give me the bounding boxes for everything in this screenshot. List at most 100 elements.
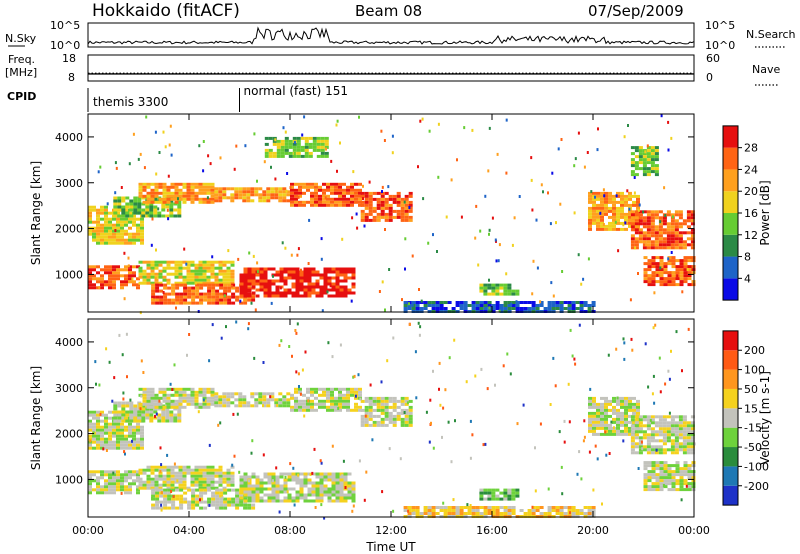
heatmap-cell (650, 210, 655, 214)
heatmap-cell (132, 473, 136, 477)
heatmap-speckle (551, 171, 554, 175)
heatmap-cell (368, 218, 373, 222)
heatmap-cell (138, 269, 143, 273)
heatmap-cell (646, 439, 651, 443)
heatmap-cell (507, 506, 512, 509)
heatmap-cell (643, 473, 648, 477)
heatmap-cell (616, 218, 620, 222)
heatmap-cell (187, 286, 192, 290)
heatmap-cell (638, 152, 643, 156)
heatmap-cell (219, 494, 224, 498)
heatmap-cell (198, 471, 203, 475)
heatmap-cell (142, 390, 147, 394)
heatmap-cell (140, 440, 144, 444)
heatmap-cell (198, 278, 203, 282)
heatmap-cell (290, 408, 294, 412)
heatmap-speckle (145, 115, 148, 119)
heatmap-cell (271, 490, 276, 494)
heatmap-cell (335, 487, 340, 491)
heatmap-speckle (154, 130, 157, 134)
heatmap-cell (683, 268, 688, 272)
heatmap-cell (327, 276, 332, 280)
heatmap-cell (662, 439, 667, 443)
heatmap-speckle (602, 188, 605, 192)
heatmap-cell (670, 415, 675, 419)
heatmap-cell (262, 193, 267, 197)
heatmap-cell (124, 223, 128, 227)
heatmap-cell (571, 307, 576, 310)
heatmap-cell (663, 464, 668, 468)
heatmap-cell (360, 218, 365, 222)
heatmap-cell (392, 194, 397, 198)
heatmap-cell (628, 405, 632, 409)
heatmap-cell (638, 210, 643, 214)
heatmap-cell (202, 275, 207, 279)
heatmap-cell (182, 182, 187, 186)
heatmap-cell (312, 139, 317, 143)
heatmap-cell (630, 213, 635, 217)
heatmap-speckle (279, 286, 282, 290)
heatmap-cell (658, 225, 663, 229)
heatmap-cell (255, 282, 260, 286)
heatmap-cell (318, 405, 322, 409)
heatmap-cell (166, 393, 171, 397)
heatmap-cell (279, 276, 284, 280)
heatmap-speckle (392, 336, 395, 340)
heatmap-cell (663, 476, 668, 480)
heatmap-cell (108, 422, 112, 426)
heatmap-cell (138, 387, 143, 391)
heatmap-cell (634, 246, 639, 250)
heatmap-cell (158, 396, 163, 400)
heatmap-speckle (623, 135, 626, 139)
heatmap-cell (136, 476, 140, 480)
heatmap-cell (255, 496, 260, 500)
heatmap-cell (479, 304, 484, 307)
heatmap-cell (230, 465, 235, 469)
heatmap-cell (322, 399, 326, 403)
heatmap-cell (372, 206, 377, 210)
heatmap-cell (654, 439, 659, 443)
heatmap-cell (380, 212, 385, 216)
heatmap-cell (675, 259, 680, 263)
colorbar-swatch (723, 234, 738, 257)
heatmap-cell (198, 281, 203, 285)
heatmap-speckle (160, 491, 163, 495)
heatmap-cell (435, 304, 440, 307)
heatmap-cell (608, 399, 612, 403)
heatmap-cell (408, 209, 413, 213)
heatmap-speckle (344, 486, 347, 489)
heatmap-cell (351, 273, 356, 277)
heatmap-cell (666, 427, 671, 431)
colorbar-tick-label: 200 (744, 344, 765, 357)
heatmap-cell (642, 415, 647, 419)
heatmap-cell (283, 490, 288, 494)
heatmap-cell (682, 243, 687, 247)
heatmap-cell (423, 509, 428, 512)
heatmap-cell (608, 402, 612, 406)
heatmap-cell (92, 205, 96, 209)
heatmap-cell (307, 270, 312, 274)
heatmap-cell (531, 307, 536, 310)
heatmap-speckle (208, 503, 211, 507)
heatmap-cell (667, 262, 672, 266)
heatmap-speckle (208, 359, 211, 363)
heatmap-cell (346, 408, 350, 412)
heatmap-cell (113, 214, 118, 218)
heatmap-cell (658, 240, 663, 244)
heatmap-cell (215, 292, 220, 296)
heatmap-cell (171, 286, 176, 290)
heatmap-speckle (352, 504, 355, 508)
heatmap-speckle (640, 440, 643, 444)
heatmap-cell (392, 417, 397, 421)
heatmap-cell (129, 214, 134, 218)
heatmap-cell (226, 477, 231, 481)
heatmap-cell (343, 481, 348, 485)
heatmap-cell (163, 283, 168, 287)
heatmap-cell (372, 399, 377, 403)
heatmap-speckle (653, 401, 656, 405)
heatmap-speckle (550, 281, 553, 285)
heatmap-cell (651, 256, 656, 260)
heatmap-cell (347, 276, 352, 280)
heatmap-cell (116, 220, 120, 224)
heatmap-cell (638, 216, 643, 220)
